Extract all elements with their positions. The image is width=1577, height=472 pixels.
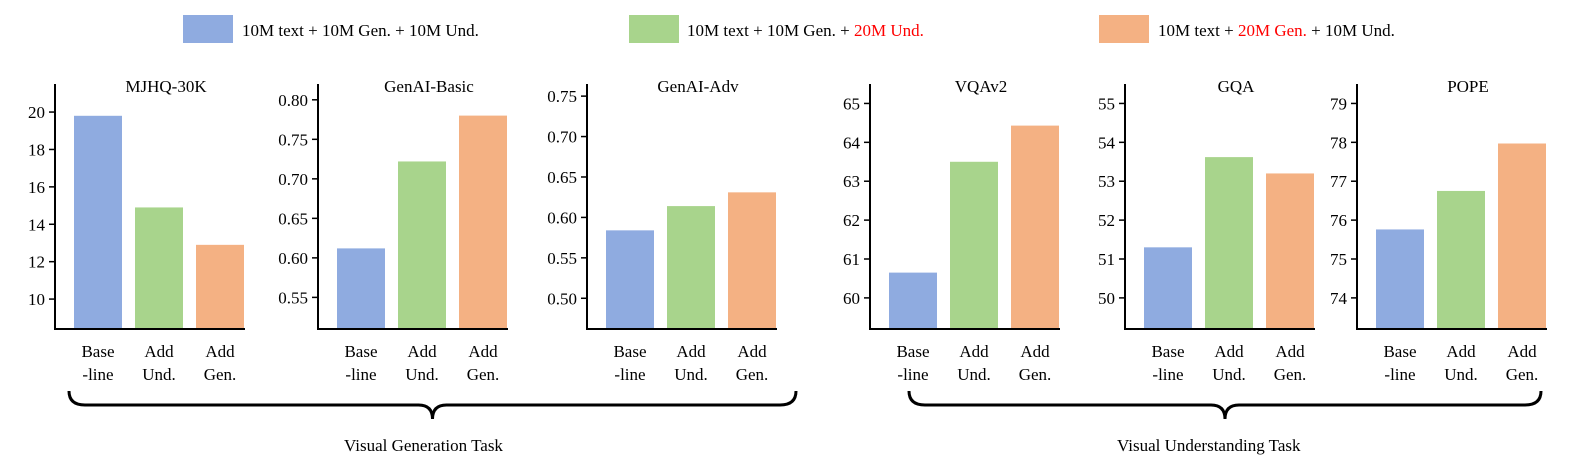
genai-adv-ytick-label: 0.65 <box>547 168 577 187</box>
vqav2-category-label: Base -line <box>896 342 929 384</box>
pope-bar-3 <box>1498 143 1546 329</box>
group-label-generation: Visual Generation Task <box>344 436 503 455</box>
vqav2-ytick-label: 60 <box>843 289 860 308</box>
vqav2-title: VQAv2 <box>955 77 1008 96</box>
genai-adv-ytick-label: 0.60 <box>547 208 577 227</box>
genai-adv-bar-3 <box>728 192 776 329</box>
vqav2-ytick-label: 65 <box>843 94 860 113</box>
gqa-category-label: Base -line <box>1151 342 1184 384</box>
gqa-category-label: Add Und. <box>1212 342 1246 384</box>
mjhq-30k-ytick-label: 12 <box>28 253 45 272</box>
legend-label-add-und-highlight: 20M Und. <box>853 21 924 40</box>
legend-label-add-gen-part-2: + 10M Und. <box>1306 21 1395 40</box>
mjhq-30k-bar-3 <box>196 244 244 329</box>
pope-category-label: Base -line <box>1383 342 1416 384</box>
genai-basic-bar-1 <box>337 248 385 329</box>
gqa-category-label: Add Gen. <box>1274 342 1307 384</box>
mjhq-30k-category-label: Add Und. <box>142 342 176 384</box>
genai-adv-category-label: Add Und. <box>674 342 708 384</box>
legend-swatch-add-gen <box>1099 15 1149 43</box>
genai-basic-category-label: Base -line <box>344 342 377 384</box>
group-label-understanding: Visual Understanding Task <box>1117 436 1301 455</box>
legend-label-add-gen-part: 10M text + <box>1158 21 1238 40</box>
vqav2-category-label: Add Gen. <box>1019 342 1052 384</box>
pope-ytick-label: 77 <box>1330 172 1348 191</box>
legend-swatch-baseline <box>183 15 233 43</box>
pope-bar-2 <box>1437 190 1485 329</box>
pope-category-label: Add Und. <box>1444 342 1478 384</box>
genai-adv-category-label: Add Gen. <box>736 342 769 384</box>
gqa-bar-1 <box>1144 247 1192 329</box>
mjhq-30k-category-label: Base -line <box>81 342 114 384</box>
legend-label-baseline-part: 10M text + 10M Gen. + 10M Und. <box>242 21 479 40</box>
pope-ytick-label: 74 <box>1330 289 1348 308</box>
mjhq-30k-bar-2 <box>135 207 183 329</box>
gqa-ytick-label: 55 <box>1098 94 1115 113</box>
brace-generation <box>67 390 798 420</box>
genai-adv-ytick-label: 0.55 <box>547 249 577 268</box>
genai-adv-bar-2 <box>667 206 715 329</box>
mjhq-30k-category-label: Add Gen. <box>204 342 237 384</box>
pope-title: POPE <box>1447 77 1489 96</box>
genai-adv-ytick-label: 0.50 <box>547 289 577 308</box>
genai-basic-bar-2 <box>398 161 446 329</box>
mjhq-30k-ytick-label: 10 <box>28 290 45 309</box>
gqa-ytick-label: 51 <box>1098 250 1115 269</box>
genai-basic-ytick-label: 0.70 <box>278 170 308 189</box>
vqav2-bar-2 <box>950 161 998 329</box>
brace-understanding <box>907 390 1543 420</box>
genai-adv-bar-1 <box>606 230 654 329</box>
genai-basic-ytick-label: 0.55 <box>278 288 308 307</box>
vqav2-bar-3 <box>1011 125 1059 329</box>
gqa-ytick-label: 53 <box>1098 172 1115 191</box>
vqav2-ytick-label: 63 <box>843 172 860 191</box>
vqav2-bar-1 <box>889 272 937 329</box>
vqav2-ytick-label: 61 <box>843 250 860 269</box>
gqa-ytick-label: 54 <box>1098 133 1116 152</box>
gqa-title: GQA <box>1218 77 1256 96</box>
legend-swatch-add-und <box>629 15 679 43</box>
genai-basic-ytick-label: 0.65 <box>278 209 308 228</box>
pope-bar-1 <box>1376 229 1424 329</box>
vqav2-ytick-label: 62 <box>843 211 860 230</box>
mjhq-30k-bar-1 <box>74 115 122 330</box>
gqa-ytick-label: 52 <box>1098 211 1115 230</box>
genai-adv-title: GenAI-Adv <box>657 77 739 96</box>
legend-label-add-gen-highlight: 20M Gen. <box>1237 21 1307 40</box>
genai-adv-ytick-label: 0.75 <box>547 87 577 106</box>
mjhq-30k-ytick-label: 14 <box>28 215 46 234</box>
vqav2-category-label: Add Und. <box>957 342 991 384</box>
mjhq-30k-title: MJHQ-30K <box>125 77 207 96</box>
genai-basic-category-label: Add Gen. <box>467 342 500 384</box>
mjhq-30k-ytick-label: 16 <box>28 178 45 197</box>
pope-ytick-label: 76 <box>1330 211 1347 230</box>
legend-label-baseline: 10M text + 10M Gen. + 10M Und. <box>242 21 479 41</box>
genai-basic-bar-3 <box>459 115 507 329</box>
legend-label-add-und: 10M text + 10M Gen. + 20M Und. <box>687 21 924 41</box>
gqa-bar-2 <box>1205 157 1253 329</box>
gqa-ytick-label: 50 <box>1098 289 1115 308</box>
genai-adv-ytick-label: 0.70 <box>547 128 577 147</box>
legend-label-add-und-part: 10M text + 10M Gen. + <box>687 21 854 40</box>
genai-basic-category-label: Add Und. <box>405 342 439 384</box>
pope-ytick-label: 75 <box>1330 250 1347 269</box>
mjhq-30k-ytick-label: 20 <box>28 103 45 122</box>
mjhq-30k-ytick-label: 18 <box>28 140 45 159</box>
genai-basic-title: GenAI-Basic <box>384 77 474 96</box>
genai-basic-ytick-label: 0.60 <box>278 249 308 268</box>
pope-ytick-label: 79 <box>1330 94 1347 113</box>
pope-category-label: Add Gen. <box>1506 342 1539 384</box>
vqav2-ytick-label: 64 <box>843 133 861 152</box>
gqa-bar-3 <box>1266 173 1314 329</box>
genai-adv-category-label: Base -line <box>613 342 646 384</box>
genai-basic-ytick-label: 0.75 <box>278 130 308 149</box>
pope-ytick-label: 78 <box>1330 133 1347 152</box>
genai-basic-ytick-label: 0.80 <box>278 91 308 110</box>
legend-label-add-gen: 10M text + 20M Gen. + 10M Und. <box>1158 21 1395 41</box>
